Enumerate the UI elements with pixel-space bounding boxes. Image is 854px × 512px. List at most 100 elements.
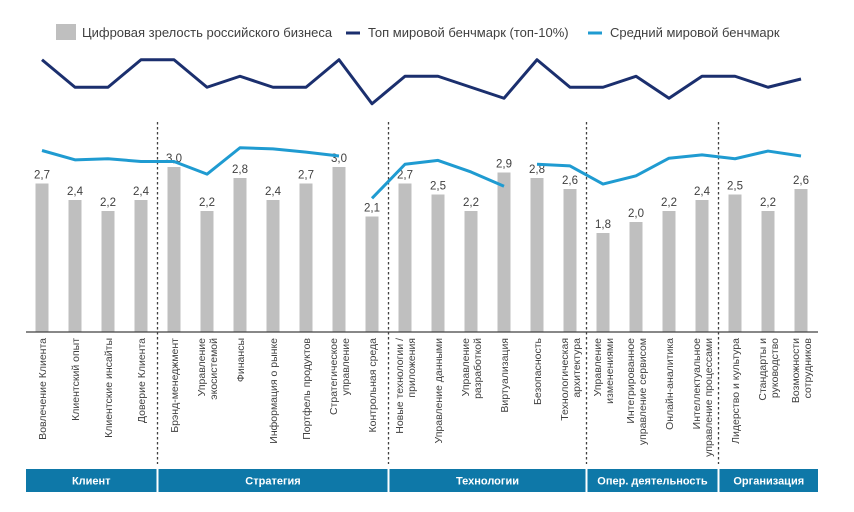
bar xyxy=(761,211,775,332)
category-label-line: Управление данными xyxy=(433,338,445,444)
category-label: Контрольная среда xyxy=(367,338,379,433)
legend-item-avg-benchmark: Средний мировой бенчмарк xyxy=(588,25,780,40)
legend-label-top-benchmark: Топ мировой бенчмарк (топ-10%) xyxy=(368,25,569,40)
bar-value-label: 2,2 xyxy=(463,197,479,209)
category-label-line: сотрудников xyxy=(802,338,814,399)
group-banner xyxy=(389,469,586,492)
bar xyxy=(398,183,412,332)
category-label: Финансы xyxy=(235,338,247,382)
category-label-line: Вовлечение Клиента xyxy=(37,338,49,440)
bar-value-label: 2,6 xyxy=(562,175,578,187)
bar-value-label: 2,5 xyxy=(727,181,743,193)
category-label-line: Контрольная среда xyxy=(367,338,379,433)
category-label-line: Интегрированное xyxy=(625,338,637,424)
bar xyxy=(530,178,544,332)
category-label-line: Технологическая xyxy=(559,338,571,421)
category-label: Информация о рынке xyxy=(268,338,280,444)
bar xyxy=(464,211,478,332)
category-label: Стратегическое управление xyxy=(328,338,352,415)
category-label-line: изменениями xyxy=(604,338,616,404)
category-label-line: Портфель продуктов xyxy=(301,338,313,440)
bar-value-label: 2,4 xyxy=(133,186,150,198)
bar xyxy=(332,167,346,332)
category-label-line: архитектура xyxy=(571,338,583,398)
category-label: Стандарты и руководство xyxy=(757,338,781,401)
category-label-line: Интеллектуальное xyxy=(691,338,703,429)
category-label-line: Клиентские инсайты xyxy=(103,338,115,438)
category-label-line: Онлайн-аналитика xyxy=(664,338,676,430)
bar xyxy=(167,167,181,332)
category-label-line: Новые технологии / xyxy=(394,338,406,434)
category-label: Управление экосистемой xyxy=(196,338,220,400)
group-banner xyxy=(719,469,818,492)
bar-value-label: 1,8 xyxy=(595,219,611,231)
bars xyxy=(35,167,808,332)
bar-value-label: 2,5 xyxy=(430,181,446,193)
category-label: Портфель продуктов xyxy=(301,338,313,440)
category-label: Виртуализация xyxy=(499,338,511,413)
bar xyxy=(200,211,214,332)
bar xyxy=(794,189,808,332)
series-line-segment xyxy=(370,158,505,200)
category-label-line: приложения xyxy=(406,338,418,398)
bar xyxy=(695,200,709,332)
series-line-segment xyxy=(41,58,802,106)
category-label: Вовлечение Клиента xyxy=(37,338,49,440)
bar xyxy=(365,216,379,332)
category-label-line: Финансы xyxy=(235,338,247,382)
group-banner-label: Клиент xyxy=(72,476,111,488)
bar xyxy=(101,211,115,332)
bar xyxy=(35,183,49,332)
bar-value-label: 2,7 xyxy=(34,170,50,182)
category-label-line: Управление xyxy=(460,338,472,397)
group-banner-label: Технологии xyxy=(456,476,519,488)
category-label: Технологическая архитектура xyxy=(559,338,583,421)
bar-value-label: 2,4 xyxy=(265,186,282,198)
category-label: Управление разработкой xyxy=(460,338,484,399)
category-label: Интегрированное управление сервисом xyxy=(625,338,649,445)
category-label-line: Доверие Клиента xyxy=(136,338,148,423)
category-label: Онлайн-аналитика xyxy=(664,338,676,430)
bar xyxy=(134,200,148,332)
bar-value-label: 2,7 xyxy=(397,170,413,182)
bar-value-label: 2,8 xyxy=(529,164,545,176)
bar-value-label: 2,1 xyxy=(364,203,380,215)
category-label-line: Возможности xyxy=(790,338,802,403)
group-banner xyxy=(587,469,718,492)
bar-value-label: 2,2 xyxy=(199,197,215,209)
category-label-line: Клиентский опыт xyxy=(70,338,82,421)
bar-value-label: 2,6 xyxy=(793,175,809,187)
bar xyxy=(596,233,610,332)
category-label-line: Управление xyxy=(196,338,208,397)
bar xyxy=(563,189,577,332)
bar-value-label: 2,4 xyxy=(694,186,711,198)
bar xyxy=(266,200,280,332)
bar-value-label: 2,0 xyxy=(628,208,644,220)
top-benchmark-line xyxy=(41,58,802,106)
bar xyxy=(662,211,676,332)
category-label-line: Безопасность xyxy=(532,337,544,405)
group-banner xyxy=(26,469,157,492)
category-label: Клиентские инсайты xyxy=(103,338,115,438)
bar-value-label: 2,2 xyxy=(100,197,116,209)
legend: Цифровая зрелость российского бизнеса То… xyxy=(56,24,780,40)
category-label-line: управление сервисом xyxy=(637,338,649,445)
category-label-line: руководство xyxy=(769,338,781,398)
bar-value-label: 2,9 xyxy=(496,159,512,171)
category-label-line: управление процессами xyxy=(703,338,715,457)
category-label-line: экосистемой xyxy=(208,338,220,400)
legend-swatch-bar xyxy=(56,24,76,40)
category-label-line: управление xyxy=(340,338,352,396)
group-banner-label: Организация xyxy=(733,476,804,488)
category-label: Клиентский опыт xyxy=(70,338,82,421)
category-label: Лидерство и культура xyxy=(730,338,742,444)
category-label-line: разработкой xyxy=(472,338,484,399)
group-separators xyxy=(156,122,720,464)
category-label: Возможности сотрудников xyxy=(790,338,814,403)
category-label: Новые технологии / приложения xyxy=(394,338,418,434)
category-label-line: Информация о рынке xyxy=(268,338,280,444)
bar-value-labels: 2,72,42,22,43,02,22,82,42,73,02,12,72,52… xyxy=(34,153,809,231)
bar-value-label: 2,4 xyxy=(67,186,84,198)
avg-benchmark-line xyxy=(41,146,802,200)
